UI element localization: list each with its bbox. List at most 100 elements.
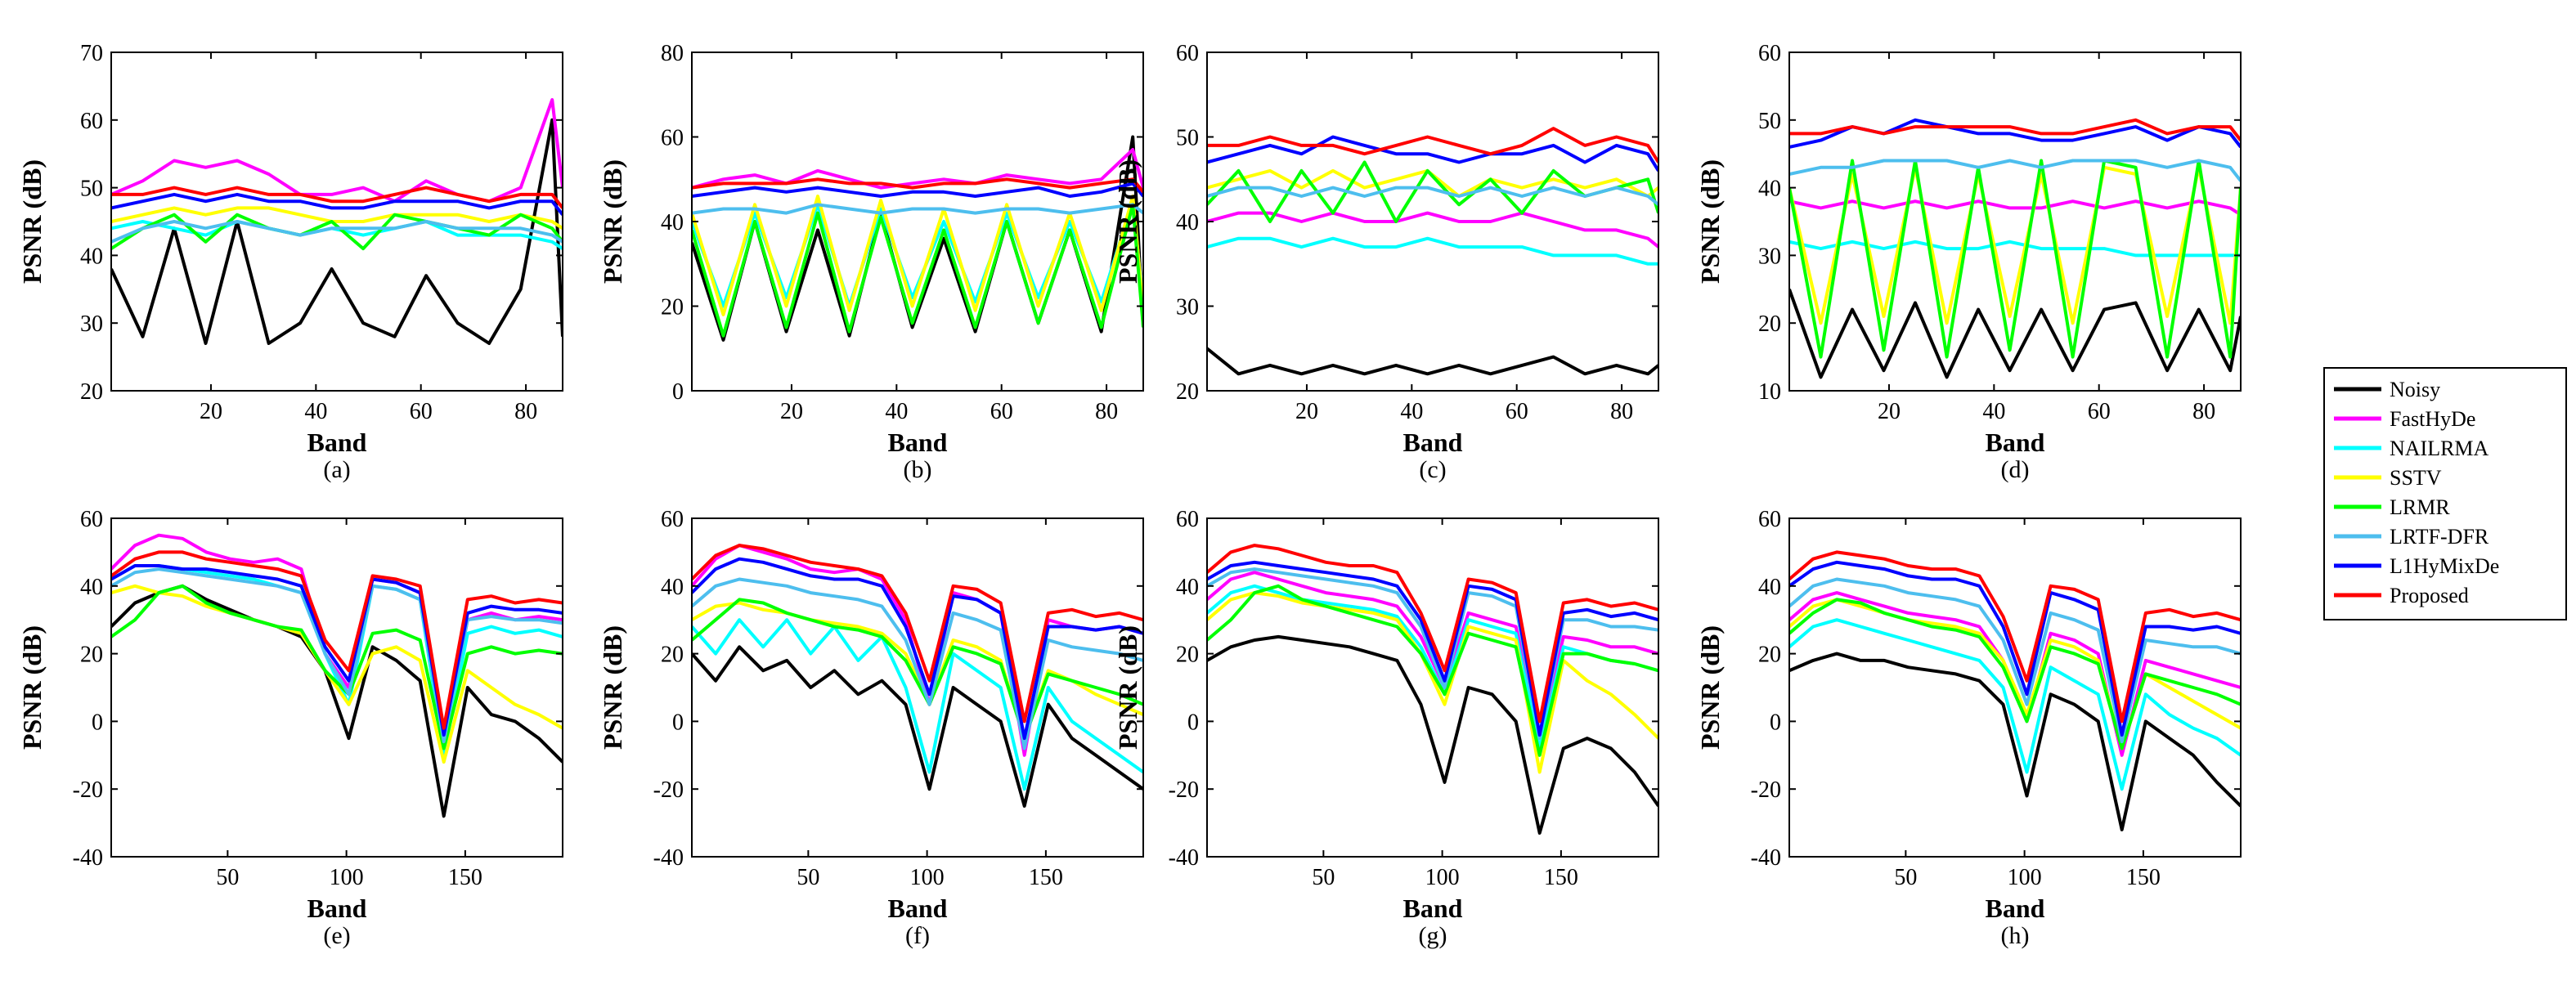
y-tick-label: 20 (1176, 379, 1199, 405)
y-axis-label: PSNR (dB) (17, 159, 47, 284)
series-line-l1hymixde (1789, 560, 2241, 737)
series-group (1789, 550, 2241, 831)
legend-label: LRMR (2390, 495, 2450, 519)
x-axis-label: Band (307, 894, 367, 923)
panel-caption: (c) (1419, 456, 1446, 483)
series-line-noisy (1789, 652, 2241, 831)
x-tick-label: 60 (1506, 399, 1528, 424)
y-tick-label: 50 (1176, 126, 1199, 151)
x-tick-label: 100 (330, 865, 364, 890)
x-axis-label: Band (307, 428, 367, 457)
legend-entry: FastHyDe (2334, 407, 2475, 431)
y-tick-label: 60 (80, 109, 103, 134)
y-tick-label: 50 (80, 177, 103, 202)
y-axis-label: PSNR (dB) (598, 625, 627, 750)
panel-caption: (e) (323, 922, 350, 949)
series-line-lrtf-dfr (692, 203, 1143, 215)
y-tick-label: 40 (661, 575, 684, 600)
x-axis-label: Band (888, 428, 948, 457)
panels-group: 20 30 40 50 60 70 20 40 60 80 Band PSNR (dB) (a) 0 20 4… (17, 41, 2242, 949)
y-axis-label: PSNR (dB) (1113, 159, 1142, 284)
series-group (111, 98, 563, 345)
series-line-sstv (1207, 168, 1658, 198)
series-line-fasthyde (1207, 571, 1658, 741)
series-line-fasthyde (111, 533, 563, 741)
panel-c: 20 30 40 50 60 20 40 60 80 Band PSNR (dB) (c) (1113, 41, 1659, 483)
x-tick-label: 20 (200, 399, 222, 424)
series-line-noisy (111, 118, 563, 345)
y-tick-label: 30 (80, 311, 103, 337)
x-tick-label: 20 (1878, 399, 1901, 424)
series-line-lrmr (692, 203, 1143, 338)
y-tick-label: 20 (80, 643, 103, 668)
legend-label: SSTV (2390, 466, 2442, 490)
series-line-proposed (111, 186, 563, 209)
y-tick-label: 20 (1758, 643, 1781, 668)
legend-box (2323, 367, 2567, 620)
series-group (111, 533, 563, 818)
series-line-nailrma (1789, 618, 2241, 791)
series-line-proposed (692, 177, 1143, 194)
x-tick-label: 100 (910, 865, 945, 890)
y-tick-label: 60 (1758, 507, 1781, 532)
x-tick-label: 40 (1400, 399, 1423, 424)
x-tick-label: 50 (1312, 865, 1335, 890)
legend-label: Proposed (2390, 584, 2469, 607)
x-tick-label: 80 (1610, 399, 1633, 424)
x-tick-label: 80 (514, 399, 537, 424)
series-line-sstv (111, 206, 563, 230)
x-tick-label: 60 (990, 399, 1013, 424)
y-tick-label: 40 (1758, 575, 1781, 600)
series-line-lrmr (111, 584, 563, 750)
x-tick-label: 20 (780, 399, 803, 424)
series-line-lrmr (1789, 159, 2241, 359)
series-line-lrtf-dfr (111, 567, 563, 744)
legend-entry: L1HyMixDe (2334, 554, 2499, 578)
series-line-noisy (692, 645, 1143, 808)
series-group (1207, 127, 1658, 376)
legend-entry: Noisy (2334, 378, 2440, 401)
x-tick-label: 60 (410, 399, 433, 424)
panel-caption: (b) (904, 456, 932, 483)
series-line-noisy (111, 584, 563, 818)
y-tick-label: 60 (1176, 507, 1199, 532)
x-axis-label: Band (1403, 894, 1463, 923)
series-line-fasthyde (111, 98, 563, 204)
y-tick-label: 30 (1176, 295, 1199, 320)
y-tick-label: 20 (80, 379, 103, 405)
y-axis-label: PSNR (dB) (1695, 159, 1725, 284)
series-line-noisy (1207, 634, 1658, 835)
y-tick-label: 20 (1758, 311, 1781, 337)
y-tick-label: 60 (661, 507, 684, 532)
x-tick-label: 80 (2192, 399, 2215, 424)
x-tick-label: 150 (2126, 865, 2161, 890)
panel-a: 20 30 40 50 60 70 20 40 60 80 Band PSNR (dB) (a) (17, 41, 563, 483)
x-tick-label: 60 (2088, 399, 2111, 424)
series-line-noisy (1207, 347, 1658, 376)
y-tick-label: 30 (1758, 244, 1781, 269)
y-tick-label: 60 (80, 507, 103, 532)
x-axis-label: Band (1986, 428, 2045, 457)
y-tick-label: -40 (653, 845, 684, 871)
y-tick-label: -40 (1751, 845, 1781, 871)
x-axis-label: Band (1986, 894, 2045, 923)
y-tick-label: -40 (73, 845, 103, 871)
x-tick-label: 150 (448, 865, 482, 890)
x-axis-label: Band (1403, 428, 1463, 457)
x-tick-label: 50 (216, 865, 239, 890)
series-line-sstv (1207, 591, 1658, 774)
series-line-proposed (692, 544, 1143, 723)
y-tick-label: 40 (1176, 210, 1199, 235)
y-tick-label: 0 (1770, 710, 1781, 735)
series-line-fasthyde (1207, 211, 1658, 249)
x-tick-label: 40 (885, 399, 908, 424)
series-line-fasthyde (692, 148, 1143, 190)
y-axis-label: PSNR (dB) (1695, 625, 1725, 750)
series-line-lrtf-dfr (111, 220, 563, 244)
y-tick-label: 40 (1176, 575, 1199, 600)
x-tick-label: 50 (797, 865, 819, 890)
series-line-l1hymixde (692, 181, 1143, 198)
x-tick-label: 150 (1029, 865, 1063, 890)
y-tick-label: 0 (92, 710, 103, 735)
